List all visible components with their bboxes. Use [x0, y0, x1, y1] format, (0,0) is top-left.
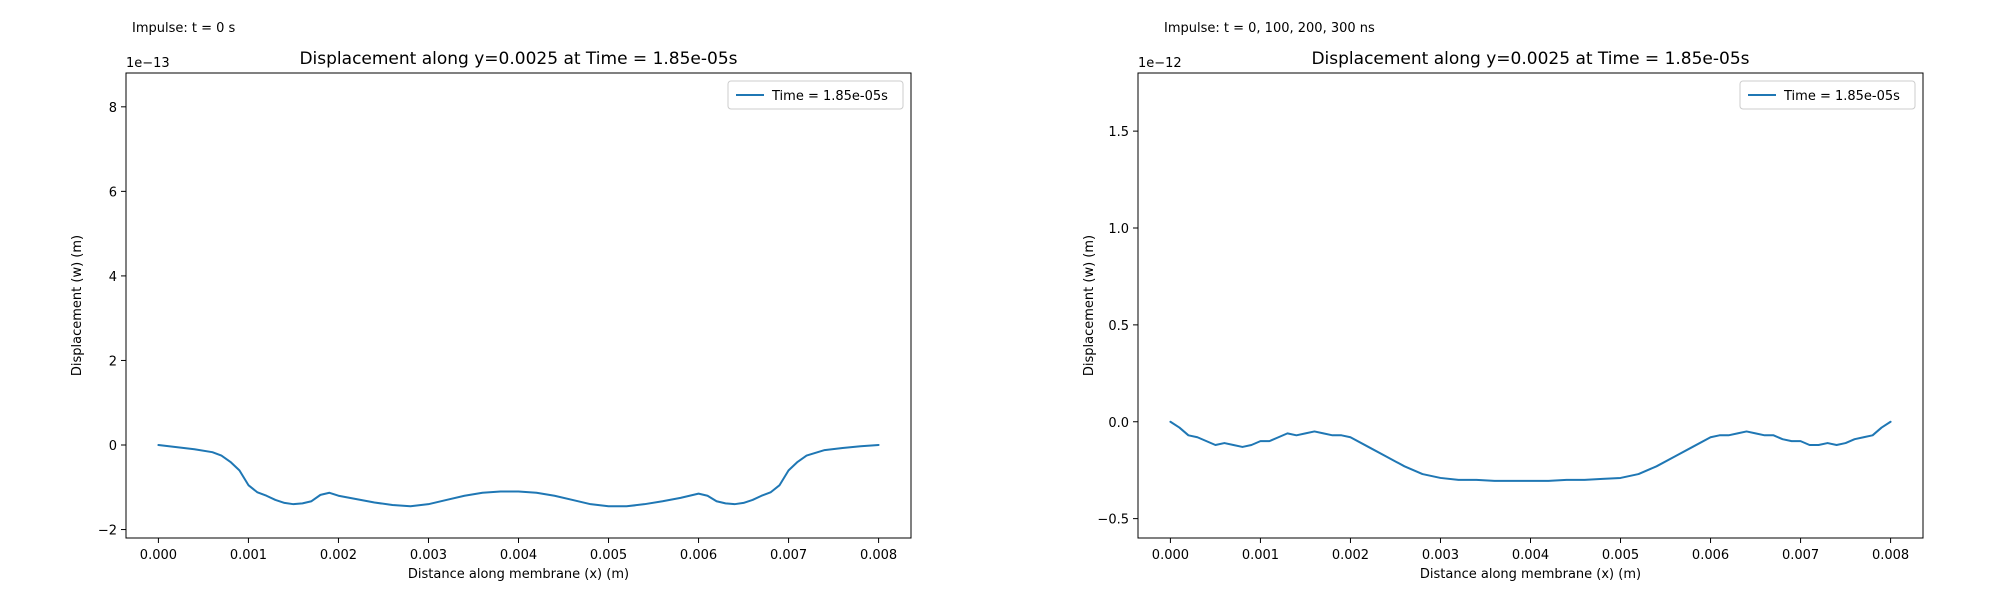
- chart-2-y-tick-label-5: 1.5: [1108, 125, 1129, 140]
- chart-2-x-tick-label-5: 0.004: [1512, 548, 1549, 563]
- chart-1-x-tick-label-7: 0.006: [680, 548, 717, 563]
- panel-label-2: Impulse: t = 0, 100, 200, 300 ns: [1164, 21, 1375, 36]
- chart-2-x-tick-label-1: 0.000: [1152, 548, 1189, 563]
- chart-1-y-tick-label-3: 2: [109, 354, 117, 369]
- chart-1-series-line-1: [157, 444, 880, 508]
- chart-1-legend-box: [727, 80, 904, 110]
- chart-2-x-tick-label-7: 0.006: [1692, 548, 1729, 563]
- chart-1-plot-frame: [125, 72, 912, 539]
- chart-1-x-tick-label-8: 0.007: [770, 548, 807, 563]
- chart-1-y-offset-text: 1e−13: [126, 56, 170, 71]
- chart-1-x-tick-label-2: 0.001: [230, 548, 267, 563]
- chart-2-x-tick-label-8: 0.007: [1782, 548, 1819, 563]
- chart-2-x-tick-label-4: 0.003: [1422, 548, 1459, 563]
- chart-1-title: Displacement along y=0.0025 at Time = 1.…: [299, 49, 737, 69]
- chart-1-x-tick-label-3: 0.002: [320, 548, 357, 563]
- chart-1-y-tick-label-1: −2: [98, 524, 117, 539]
- chart-2-y-offset-text: 1e−12: [1138, 56, 1182, 71]
- chart-2-x-tick-label-6: 0.005: [1602, 548, 1639, 563]
- chart-1-y-tick-label-4: 4: [109, 270, 117, 285]
- chart-2-y-axis-label: Displacement (w) (m): [1082, 235, 1097, 376]
- chart-1-x-tick-label-6: 0.005: [590, 548, 627, 563]
- chart-1-y-tick-label-2: 0: [109, 439, 117, 454]
- chart-2-x-tick-label-9: 0.008: [1872, 548, 1909, 563]
- chart-2-y-tick-label-4: 1.0: [1108, 222, 1129, 237]
- chart-2-x-axis-label: Distance along membrane (x) (m): [1420, 567, 1641, 582]
- chart-1-x-axis-label: Distance along membrane (x) (m): [408, 567, 629, 582]
- chart-2-y-tick-label-2: 0.0: [1108, 416, 1129, 431]
- chart-1-x-tick-label-1: 0.000: [140, 548, 177, 563]
- chart-2-y-tick-label-3: 0.5: [1108, 319, 1129, 334]
- chart-2-title: Displacement along y=0.0025 at Time = 1.…: [1311, 49, 1749, 69]
- chart-2-x-tick-label-3: 0.002: [1332, 548, 1369, 563]
- chart-2-plot-frame: [1137, 72, 1924, 539]
- panel-label-1: Impulse: t = 0 s: [132, 21, 236, 36]
- chart-1-y-axis-label: Displacement (w) (m): [70, 235, 85, 376]
- chart-2-y-tick-label-1: −0.5: [1097, 513, 1129, 528]
- chart-2-series-line-1: [1169, 420, 1892, 482]
- chart-1-x-tick-label-4: 0.003: [410, 548, 447, 563]
- chart-1-legend-label: Time = 1.85e-05s: [771, 89, 888, 104]
- chart-2-x-tick-label-2: 0.001: [1242, 548, 1279, 563]
- chart-1-y-tick-label-6: 8: [109, 101, 117, 116]
- chart-1-x-tick-label-9: 0.008: [860, 548, 897, 563]
- chart-2-legend-label: Time = 1.85e-05s: [1783, 89, 1900, 104]
- chart-2-legend-box: [1739, 80, 1916, 110]
- chart-1-x-tick-label-5: 0.004: [500, 548, 537, 563]
- chart-1-y-tick-label-5: 6: [109, 185, 117, 200]
